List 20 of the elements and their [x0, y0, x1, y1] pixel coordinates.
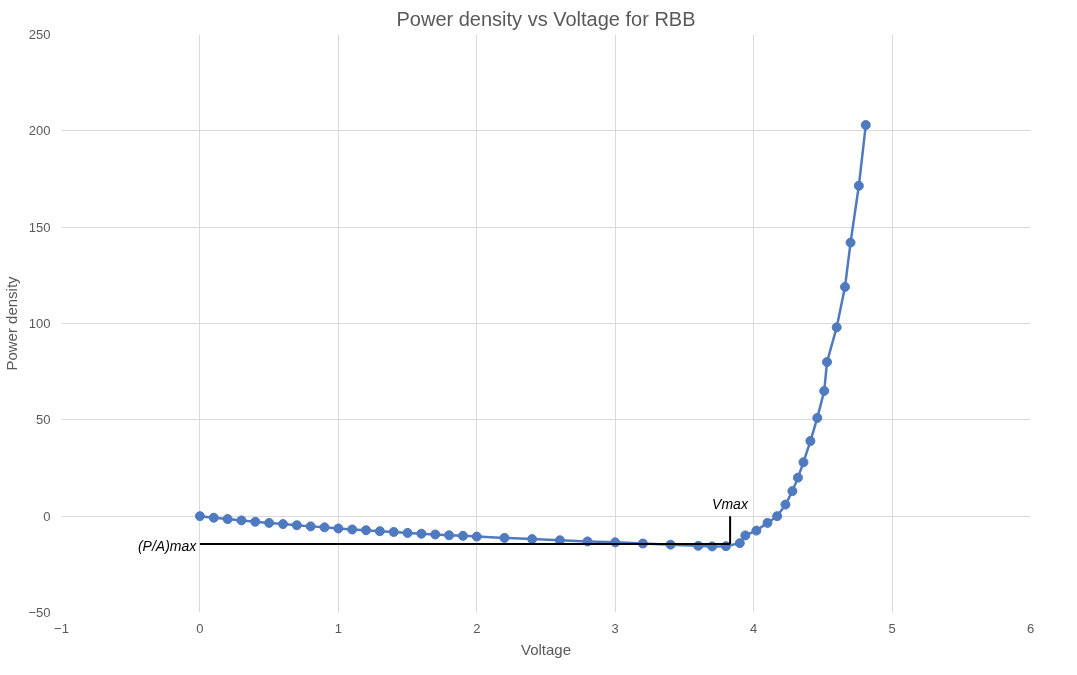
x-axis-title: Voltage [520, 640, 572, 658]
x-tick-label: 0 [196, 620, 204, 636]
y-tick-label: 150 [28, 219, 51, 235]
x-tick-label: 3 [611, 620, 619, 636]
x-tick-label: 1 [334, 620, 342, 636]
y-tick-label: 100 [28, 316, 51, 331]
x-tick-label: 2 [473, 620, 481, 636]
x-tick-label: 6 [1026, 620, 1035, 636]
y-axis-title: Power density [3, 275, 21, 371]
annotation: (P/A)max [137, 538, 198, 555]
y-tick-label: 0 [43, 508, 51, 524]
x-tick-label: 5 [888, 620, 896, 636]
y-tick-label: 200 [28, 123, 51, 139]
y-tick-label: 50 [36, 412, 51, 428]
y-tick-label: 250 [28, 27, 51, 42]
annotation: Vmax [712, 496, 749, 513]
y-tick-label: −50 [28, 605, 51, 620]
x-tick-label: −1 [54, 620, 69, 636]
chart-title: Power density vs Voltage for RBB [396, 7, 696, 30]
x-tick-label: 4 [750, 620, 758, 636]
